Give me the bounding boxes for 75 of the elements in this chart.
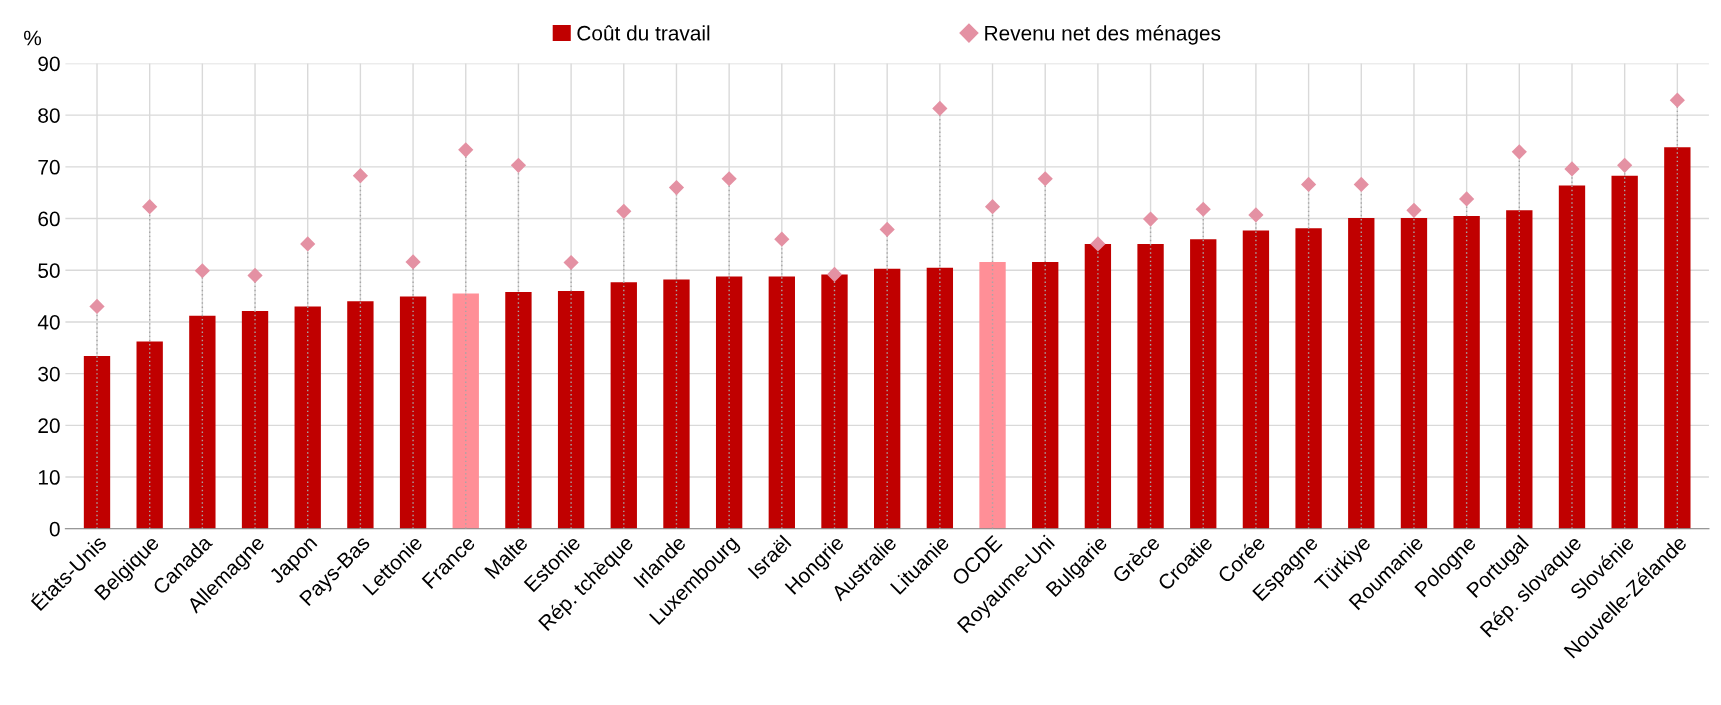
bar [1084,243,1112,529]
y-tick-label: 20 [38,418,60,434]
point [352,168,368,184]
point [879,221,895,238]
bar [452,293,479,529]
bar [1611,175,1638,529]
point [668,179,685,196]
bar [979,261,1006,529]
y-tick-label: 60 [38,211,60,227]
bar [821,274,848,529]
bar [610,282,637,529]
bar [136,341,163,529]
bar [1558,185,1586,529]
bar [1295,228,1322,529]
y-tick-label: 0 [49,521,60,537]
point [563,254,579,271]
point [458,142,474,158]
point [1195,201,1211,217]
bar [1348,218,1375,529]
y-tick-label: 50 [38,263,60,278]
point [1617,157,1633,173]
bar [1190,239,1217,529]
point [300,236,316,252]
bar [557,290,585,529]
bar [926,267,954,529]
bar [83,356,111,529]
y-tick-label: 40 [37,314,60,330]
point [721,171,737,187]
point [1142,211,1159,227]
bar [1137,243,1164,529]
point [1037,171,1053,187]
point [774,231,790,247]
bar [768,276,795,529]
point [1511,144,1527,160]
bar [874,268,901,529]
bar [1400,218,1428,529]
bar [1242,230,1270,529]
point [1248,207,1264,223]
y-tick-label: 70 [38,159,60,175]
y-tick-label: 30 [38,366,60,382]
bar [399,296,427,529]
point [510,157,527,173]
point [142,199,158,215]
point [89,298,105,315]
point [932,100,948,117]
bar [189,315,216,529]
y-tick-label: 10 [38,470,60,485]
point [247,267,263,284]
bar [505,291,532,529]
legend-label: Coût du travail [577,25,710,41]
point [1669,92,1685,108]
point [1406,202,1422,218]
bar [1664,147,1691,529]
bar [347,301,374,529]
point [1090,236,1106,252]
bar [715,276,743,529]
point [1459,191,1475,207]
bar [1032,261,1059,529]
y-tick-label: 80 [38,108,60,123]
point [984,199,1001,215]
y-tick-label: 90 [38,56,60,72]
point [405,254,421,270]
bar [294,306,321,529]
y-axis-title: % [24,30,42,46]
point [1564,161,1580,177]
point [1353,176,1369,193]
point [1300,176,1317,193]
bar [241,311,269,529]
bar [1506,210,1533,529]
point [826,266,843,282]
point [616,203,632,219]
point [194,263,210,279]
bar [1453,215,1480,529]
bar [663,279,690,529]
legend-label: Revenu net des ménages [985,25,1221,45]
